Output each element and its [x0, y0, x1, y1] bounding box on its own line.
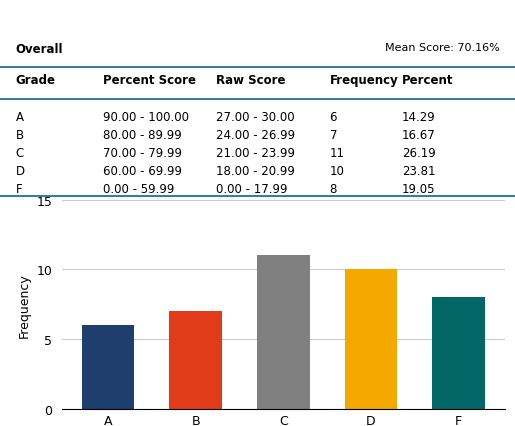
- Text: 8: 8: [330, 182, 337, 196]
- Text: 7: 7: [330, 129, 337, 142]
- Text: 16.67: 16.67: [402, 129, 436, 142]
- Text: 23.81: 23.81: [402, 164, 435, 178]
- Text: 27.00 - 30.00: 27.00 - 30.00: [216, 111, 295, 124]
- Text: 10: 10: [330, 164, 345, 178]
- Text: Mean Score: 70.16%: Mean Score: 70.16%: [385, 43, 500, 53]
- Text: 18.00 - 20.99: 18.00 - 20.99: [216, 164, 295, 178]
- Text: Percent Score: Percent Score: [103, 74, 196, 87]
- Text: 19.05: 19.05: [402, 182, 435, 196]
- Text: B: B: [15, 129, 24, 142]
- Text: 6: 6: [330, 111, 337, 124]
- Bar: [82, 325, 134, 409]
- Text: Percent: Percent: [402, 74, 453, 87]
- Bar: [257, 256, 310, 409]
- Text: 80.00 - 89.99: 80.00 - 89.99: [103, 129, 182, 142]
- Text: 0.00 - 17.99: 0.00 - 17.99: [216, 182, 288, 196]
- Text: D: D: [15, 164, 25, 178]
- Text: 11: 11: [330, 147, 345, 160]
- Text: Grade: Grade: [15, 74, 56, 87]
- Text: C: C: [15, 147, 24, 160]
- Text: 26.19: 26.19: [402, 147, 436, 160]
- Text: 90.00 - 100.00: 90.00 - 100.00: [103, 111, 189, 124]
- Text: A: A: [15, 111, 24, 124]
- Text: 70.00 - 79.99: 70.00 - 79.99: [103, 147, 182, 160]
- Bar: [345, 270, 397, 409]
- Text: 0.00 - 59.99: 0.00 - 59.99: [103, 182, 175, 196]
- Bar: [432, 298, 485, 409]
- Text: Frequency: Frequency: [330, 74, 398, 87]
- Text: F: F: [15, 182, 22, 196]
- Text: 14.29: 14.29: [402, 111, 436, 124]
- Text: Class Frequency Distribution Report: Class Frequency Distribution Report: [75, 10, 440, 28]
- Text: Overall: Overall: [15, 43, 63, 56]
- Text: 24.00 - 26.99: 24.00 - 26.99: [216, 129, 296, 142]
- Text: 60.00 - 69.99: 60.00 - 69.99: [103, 164, 182, 178]
- Text: Raw Score: Raw Score: [216, 74, 286, 87]
- Y-axis label: Frequency: Frequency: [18, 272, 31, 337]
- Bar: [169, 311, 222, 409]
- Text: 21.00 - 23.99: 21.00 - 23.99: [216, 147, 295, 160]
